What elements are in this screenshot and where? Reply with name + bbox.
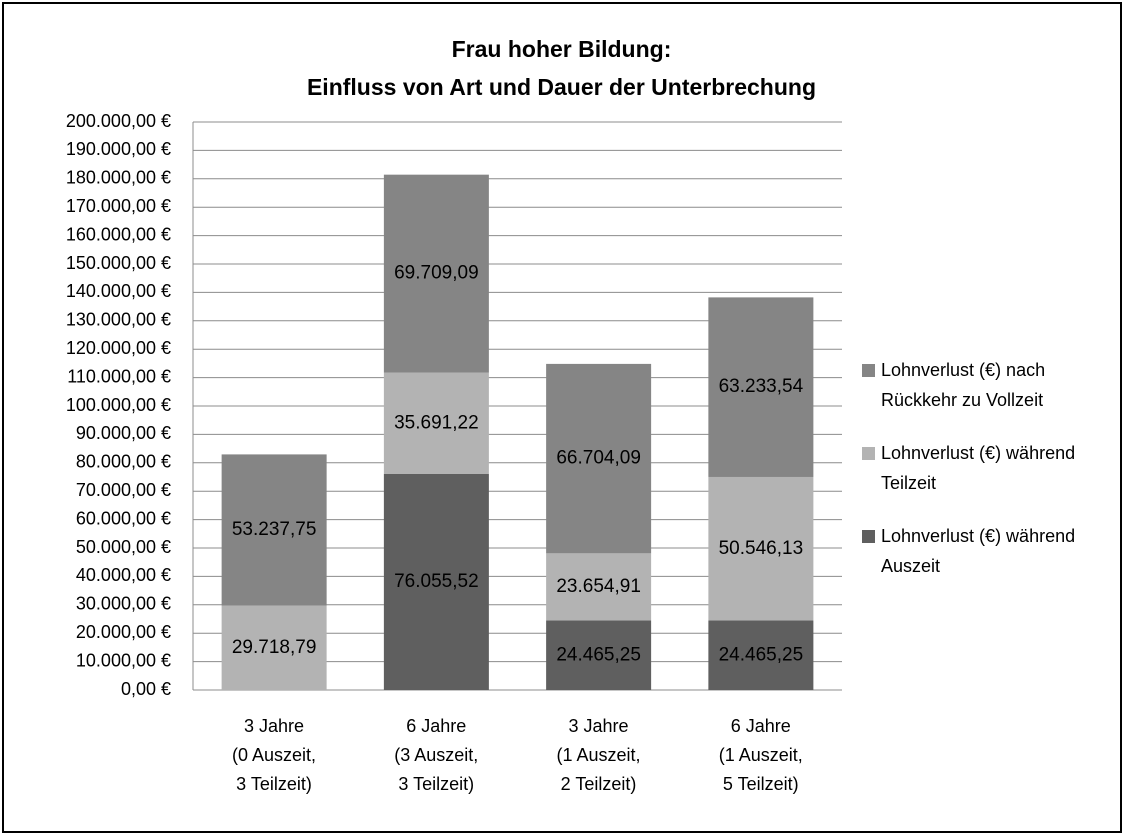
- y-tick-label: 150.000,00 €: [66, 253, 171, 273]
- data-label: 66.704,09: [556, 448, 641, 469]
- y-tick-label: 140.000,00 €: [66, 281, 171, 301]
- y-tick-label: 130.000,00 €: [66, 310, 171, 330]
- x-tick-label: 6 Jahre (3 Auszeit, 3 Teilzeit): [394, 716, 479, 794]
- y-tick-label: 160.000,00 €: [66, 224, 171, 244]
- bar-segment: [546, 363, 652, 554]
- bar-segment: [383, 372, 489, 475]
- y-tick-label: 120.000,00 €: [66, 338, 171, 358]
- bar-segment: [383, 474, 489, 690]
- data-label: 24.465,25: [556, 644, 641, 665]
- data-label: 23.654,91: [556, 576, 641, 597]
- data-label: 63.233,54: [719, 376, 804, 397]
- legend-swatch: [862, 447, 875, 460]
- y-tick-label: 110.000,00 €: [67, 366, 171, 386]
- legend-label: Lohnverlust (€) nach Rückkehr zu Vollzei…: [881, 360, 1046, 410]
- y-tick-label: 90.000,00 €: [76, 423, 171, 443]
- x-tick-label: 3 Jahre (1 Auszeit, 2 Teilzeit): [556, 716, 641, 794]
- data-label: 50.546,13: [719, 538, 804, 559]
- y-tick-label: 70.000,00 €: [76, 480, 171, 500]
- bar-segment: [221, 454, 327, 606]
- y-tick-label: 50.000,00 €: [76, 537, 171, 557]
- y-tick-label: 30.000,00 €: [76, 594, 171, 614]
- bar-segment: [708, 476, 814, 621]
- legend-label: Lohnverlust (€) während Teilzeit: [881, 443, 1076, 493]
- y-tick-label: 180.000,00 €: [66, 168, 171, 188]
- y-tick-label: 60.000,00 €: [76, 508, 171, 528]
- data-label: 53.237,75: [232, 519, 317, 540]
- legend-label: Lohnverlust (€) während Auszeit: [881, 526, 1076, 576]
- y-tick-label: 20.000,00 €: [76, 622, 171, 642]
- y-tick-label: 100.000,00 €: [66, 395, 171, 415]
- data-label: 35.691,22: [394, 412, 479, 433]
- y-tick-label: 190.000,00 €: [66, 139, 171, 159]
- y-tick-label: 170.000,00 €: [66, 196, 171, 216]
- y-tick-label: 10.000,00 €: [76, 650, 171, 670]
- chart-title: Frau hoher Bildung: Einfluss von Art und…: [306, 36, 817, 100]
- y-tick-label: 200.000,00 €: [66, 111, 171, 131]
- y-tick-label: 0,00 €: [121, 679, 171, 699]
- y-tick-label: 40.000,00 €: [76, 565, 171, 585]
- data-label: 29.718,79: [232, 637, 317, 658]
- legend-swatch: [862, 364, 875, 377]
- legend-swatch: [862, 530, 875, 543]
- x-tick-label: 3 Jahre (0 Auszeit, 3 Teilzeit): [231, 716, 317, 794]
- bar-segment: [383, 174, 489, 373]
- data-label: 76.055,52: [394, 571, 479, 592]
- bar-segment: [546, 553, 652, 621]
- bar-segment: [708, 297, 814, 477]
- x-tick-label: 6 Jahre (1 Auszeit, 5 Teilzeit): [718, 716, 803, 794]
- bar-segment: [708, 620, 814, 690]
- data-label: 24.465,25: [719, 644, 804, 665]
- data-label: 69.709,09: [394, 263, 479, 284]
- bar-segment: [221, 605, 327, 690]
- bar-segment: [546, 620, 652, 690]
- y-tick-label: 80.000,00 €: [76, 452, 171, 472]
